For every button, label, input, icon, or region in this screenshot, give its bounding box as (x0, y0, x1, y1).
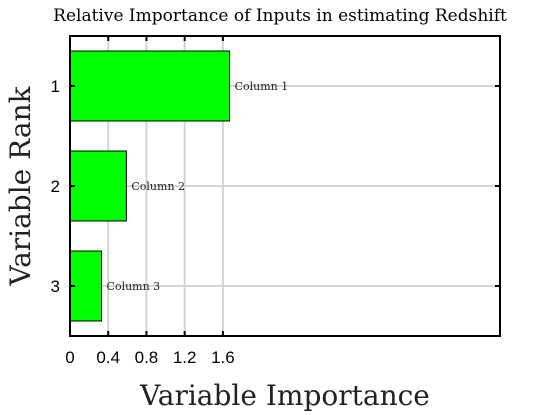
x-tick-label: 0 (65, 348, 74, 367)
bar (69, 50, 231, 122)
bar-label: Column 3 (107, 280, 161, 293)
x-tick-label: 1.6 (211, 348, 235, 367)
y-tick-label: 3 (51, 277, 60, 296)
chart-title: Relative Importance of Inputs in estimat… (53, 6, 507, 26)
y-tick-label: 2 (51, 177, 60, 196)
axis-ticks: 0 0.4 0.8 1.2 1.6 1 2 3 (51, 36, 500, 367)
bar (69, 150, 127, 222)
bar-label: Column 1 (235, 80, 289, 93)
x-axis-label: Variable Importance (139, 379, 430, 412)
y-tick-label: 1 (51, 77, 60, 96)
bar-label: Column 2 (131, 180, 185, 193)
x-tick-label: 0.4 (96, 348, 120, 367)
y-axis-label: Variable Rank (4, 85, 37, 286)
x-tick-label: 0.8 (135, 348, 159, 367)
bar (69, 250, 103, 322)
bars: Column 1 Column 2 Column 3 (69, 50, 289, 322)
x-tick-label: 1.2 (173, 348, 197, 367)
